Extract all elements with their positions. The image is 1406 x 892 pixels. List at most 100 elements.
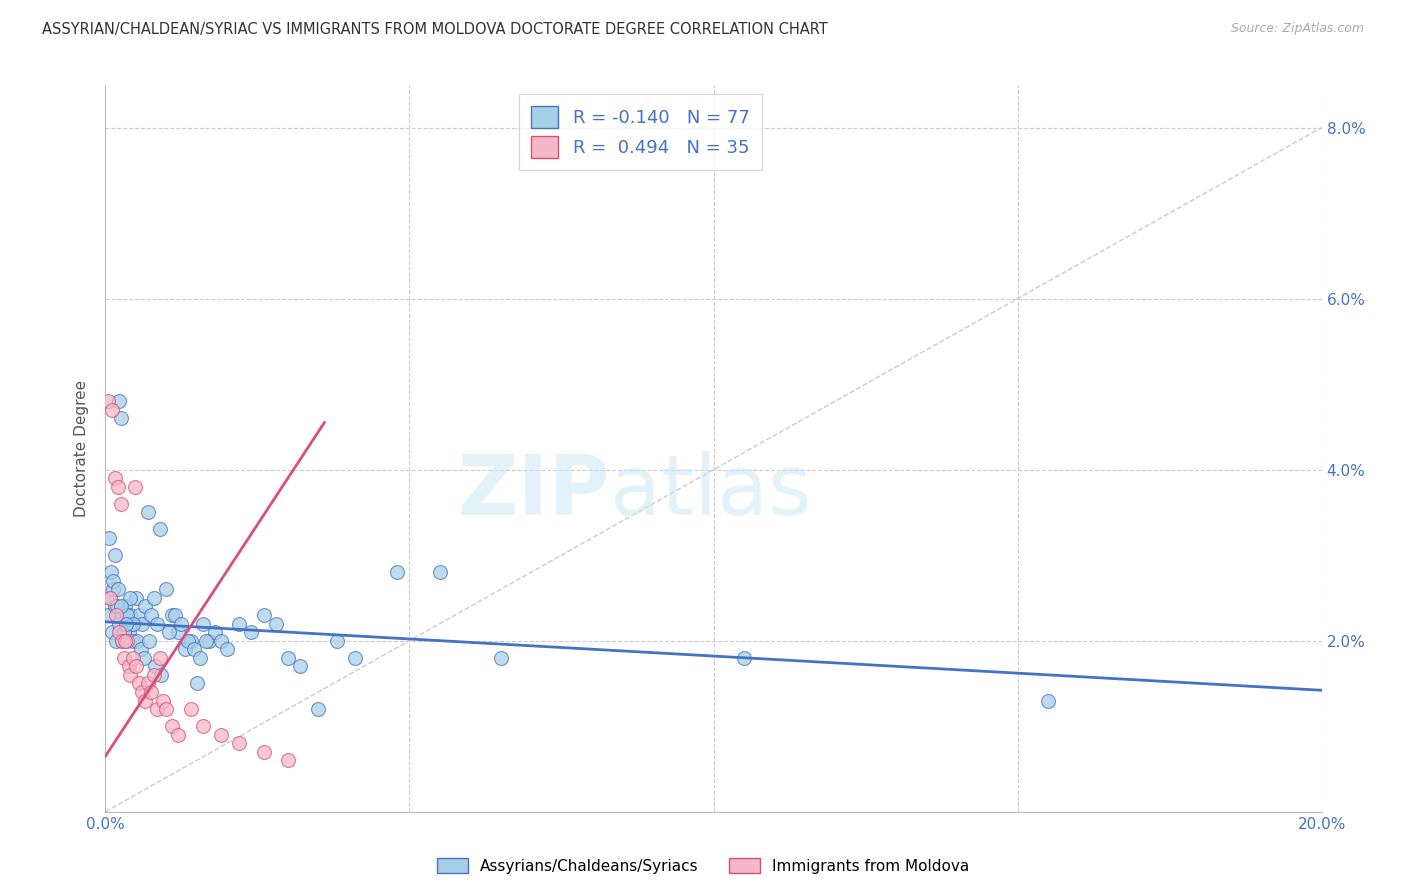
Point <box>343 650 366 665</box>
Point <box>112 650 135 665</box>
Point <box>100 625 122 640</box>
Point <box>103 471 125 485</box>
Point <box>108 394 131 409</box>
Point <box>198 633 221 648</box>
Point <box>136 505 159 519</box>
Point <box>167 728 190 742</box>
Point <box>105 599 128 614</box>
Point <box>112 625 135 640</box>
Point <box>288 659 311 673</box>
Point <box>121 650 143 665</box>
Point <box>191 719 214 733</box>
Point <box>100 402 122 417</box>
Point <box>117 659 139 673</box>
Point <box>98 591 121 605</box>
Point <box>98 591 121 605</box>
Point <box>162 719 184 733</box>
Point <box>111 633 134 648</box>
Point <box>128 676 150 690</box>
Point <box>277 753 299 767</box>
Point <box>209 633 232 648</box>
Point <box>176 633 198 648</box>
Point <box>167 625 190 640</box>
Point <box>97 607 120 622</box>
Point <box>117 607 139 622</box>
Point <box>180 633 202 648</box>
Point <box>165 607 187 622</box>
Point <box>170 616 193 631</box>
Point <box>149 523 172 537</box>
Point <box>188 650 211 665</box>
Point <box>264 616 287 631</box>
Point <box>180 702 202 716</box>
Point <box>134 650 156 665</box>
Point <box>108 625 131 640</box>
Point <box>115 633 138 648</box>
Point <box>217 642 239 657</box>
Point <box>733 650 755 665</box>
Point <box>139 685 162 699</box>
Point <box>105 633 128 648</box>
Point <box>105 607 128 622</box>
Point <box>128 607 150 622</box>
Point <box>325 633 347 648</box>
Legend: Assyrians/Chaldeans/Syriacs, Immigrants from Moldova: Assyrians/Chaldeans/Syriacs, Immigrants … <box>430 852 976 880</box>
Point <box>194 633 217 648</box>
Point <box>1036 693 1059 707</box>
Point <box>152 693 174 707</box>
Point <box>103 574 125 588</box>
Point <box>173 642 195 657</box>
Point <box>117 625 139 640</box>
Point <box>104 548 127 562</box>
Point <box>129 642 152 657</box>
Point <box>155 702 177 716</box>
Point <box>114 633 136 648</box>
Point <box>134 599 156 614</box>
Point <box>307 702 329 716</box>
Point <box>191 616 214 631</box>
Point <box>489 650 512 665</box>
Point <box>157 625 180 640</box>
Point <box>143 591 166 605</box>
Point <box>125 633 148 648</box>
Point <box>252 607 274 622</box>
Point <box>107 480 129 494</box>
Point <box>240 625 263 640</box>
Point <box>110 411 132 425</box>
Point <box>131 685 153 699</box>
Point <box>155 582 177 597</box>
Point <box>138 633 160 648</box>
Point <box>143 659 166 673</box>
Point <box>146 616 169 631</box>
Point <box>136 676 159 690</box>
Point <box>143 668 166 682</box>
Text: ASSYRIAN/CHALDEAN/SYRIAC VS IMMIGRANTS FROM MOLDOVA DOCTORATE DEGREE CORRELATION: ASSYRIAN/CHALDEAN/SYRIAC VS IMMIGRANTS F… <box>42 22 828 37</box>
Point <box>112 625 135 640</box>
Point <box>252 745 274 759</box>
Point <box>103 599 125 614</box>
Point <box>111 633 134 648</box>
Point <box>125 659 148 673</box>
Point <box>134 693 156 707</box>
Point <box>118 668 141 682</box>
Point <box>100 566 122 580</box>
Point <box>149 650 172 665</box>
Point <box>228 616 250 631</box>
Text: ZIP: ZIP <box>458 451 610 533</box>
Point <box>186 676 208 690</box>
Point <box>120 616 142 631</box>
Point <box>101 582 124 597</box>
Point <box>118 607 141 622</box>
Point <box>115 616 138 631</box>
Point <box>162 607 184 622</box>
Point <box>139 607 162 622</box>
Text: atlas: atlas <box>610 451 811 533</box>
Point <box>98 531 121 545</box>
Point <box>228 736 250 750</box>
Point <box>122 616 145 631</box>
Legend: R = -0.140   N = 77, R =  0.494   N = 35: R = -0.140 N = 77, R = 0.494 N = 35 <box>519 94 762 170</box>
Point <box>429 566 451 580</box>
Y-axis label: Doctorate Degree: Doctorate Degree <box>75 380 90 516</box>
Point <box>125 591 148 605</box>
Point <box>97 394 120 409</box>
